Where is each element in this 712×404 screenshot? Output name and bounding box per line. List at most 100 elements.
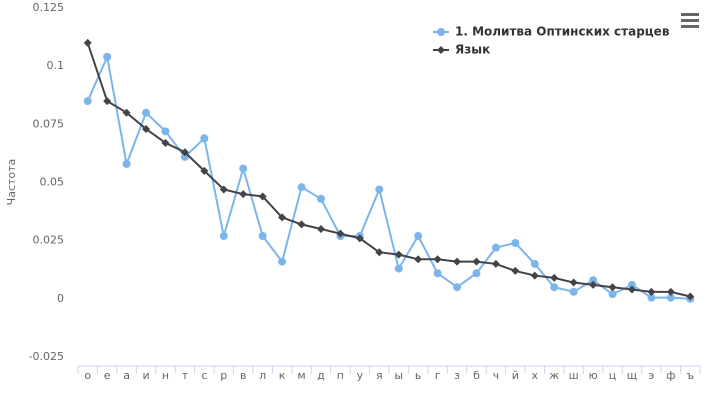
x-tick-label: т <box>182 369 189 382</box>
point[interactable] <box>666 287 675 296</box>
point[interactable] <box>453 283 462 292</box>
point[interactable] <box>316 225 325 234</box>
x-tick-label: а <box>123 369 130 382</box>
point[interactable] <box>589 276 598 285</box>
x-tick-label: е <box>104 369 111 382</box>
point[interactable] <box>530 259 539 268</box>
point[interactable] <box>161 127 170 136</box>
point[interactable] <box>219 232 228 241</box>
point[interactable] <box>258 232 267 241</box>
point[interactable] <box>142 124 151 133</box>
y-tick-label: 0.025 <box>33 234 65 247</box>
point[interactable] <box>627 280 636 289</box>
point[interactable] <box>414 232 423 241</box>
point[interactable] <box>297 220 306 229</box>
y-tick-label: 0.075 <box>33 117 65 130</box>
point[interactable] <box>142 108 151 117</box>
x-tick-label: м <box>297 369 305 382</box>
point[interactable] <box>375 185 384 194</box>
menu-bar <box>681 19 699 22</box>
x-tick-label: э <box>648 369 654 382</box>
series-line <box>86 53 691 300</box>
point[interactable] <box>491 243 500 252</box>
point[interactable] <box>437 28 445 36</box>
menu-bar <box>681 13 699 16</box>
point[interactable] <box>122 159 131 168</box>
point[interactable] <box>278 257 287 266</box>
point[interactable] <box>83 97 92 106</box>
point[interactable] <box>278 213 287 222</box>
point[interactable] <box>394 250 403 259</box>
x-tick-label: г <box>435 369 441 382</box>
x-tick-label: и <box>142 369 149 382</box>
x-tick-label: у <box>357 369 364 382</box>
x-tick-label: с <box>201 369 207 382</box>
x-tick-label: л <box>259 369 266 382</box>
point[interactable] <box>550 273 559 282</box>
point[interactable] <box>453 257 462 266</box>
x-tick-label: щ <box>627 369 637 382</box>
menu-button[interactable] <box>681 13 699 28</box>
y-tick-label: 0 <box>57 292 64 305</box>
point[interactable] <box>433 255 442 264</box>
point[interactable] <box>608 283 617 292</box>
point[interactable] <box>647 293 656 302</box>
point[interactable] <box>414 255 423 264</box>
point[interactable] <box>239 164 248 173</box>
point[interactable] <box>608 290 617 299</box>
x-tick-label: п <box>337 369 344 382</box>
x-tick-label: ъ <box>686 369 694 382</box>
point[interactable] <box>666 293 675 302</box>
x-tick-label: ч <box>493 369 500 382</box>
point[interactable] <box>433 269 442 278</box>
x-tick-label: х <box>532 369 539 382</box>
point[interactable] <box>569 287 578 296</box>
y-tick-label: 0.125 <box>33 1 65 14</box>
point[interactable] <box>589 280 598 289</box>
point[interactable] <box>297 183 306 192</box>
y-tick-label: 0.05 <box>40 176 65 189</box>
x-tick-label: б <box>473 369 480 382</box>
x-tick-label: й <box>512 369 519 382</box>
point[interactable] <box>437 46 445 54</box>
point[interactable] <box>219 185 228 194</box>
point[interactable] <box>258 192 267 201</box>
point[interactable] <box>161 138 170 147</box>
point[interactable] <box>394 264 403 273</box>
point[interactable] <box>122 108 131 117</box>
point[interactable] <box>336 229 345 238</box>
point[interactable] <box>686 292 695 301</box>
point[interactable] <box>511 266 520 275</box>
point[interactable] <box>103 52 112 61</box>
x-tick-label: н <box>162 369 169 382</box>
point[interactable] <box>103 97 112 106</box>
point[interactable] <box>83 38 92 47</box>
point[interactable] <box>491 259 500 268</box>
point[interactable] <box>472 269 481 278</box>
y-tick-label: -0.025 <box>29 350 64 363</box>
legend-text[interactable]: Язык <box>455 43 490 57</box>
x-tick-label: ш <box>569 369 579 382</box>
point[interactable] <box>550 283 559 292</box>
menu-bar <box>681 25 699 28</box>
point[interactable] <box>569 278 578 287</box>
point[interactable] <box>530 271 539 280</box>
point[interactable] <box>200 134 209 143</box>
point[interactable] <box>239 190 248 199</box>
point[interactable] <box>200 166 209 175</box>
x-tick-label: з <box>454 369 460 382</box>
point[interactable] <box>627 285 636 294</box>
point[interactable] <box>511 238 520 247</box>
point[interactable] <box>472 257 481 266</box>
point[interactable] <box>180 148 189 157</box>
point[interactable] <box>375 248 384 257</box>
point[interactable] <box>355 234 364 243</box>
x-tick-label: ж <box>549 369 559 382</box>
legend-text[interactable]: 1. Молитва Оптинских старцев <box>455 25 670 39</box>
point[interactable] <box>647 287 656 296</box>
x-tick-label: к <box>279 369 286 382</box>
y-axis-label: Частота <box>5 159 18 206</box>
point[interactable] <box>316 194 325 203</box>
